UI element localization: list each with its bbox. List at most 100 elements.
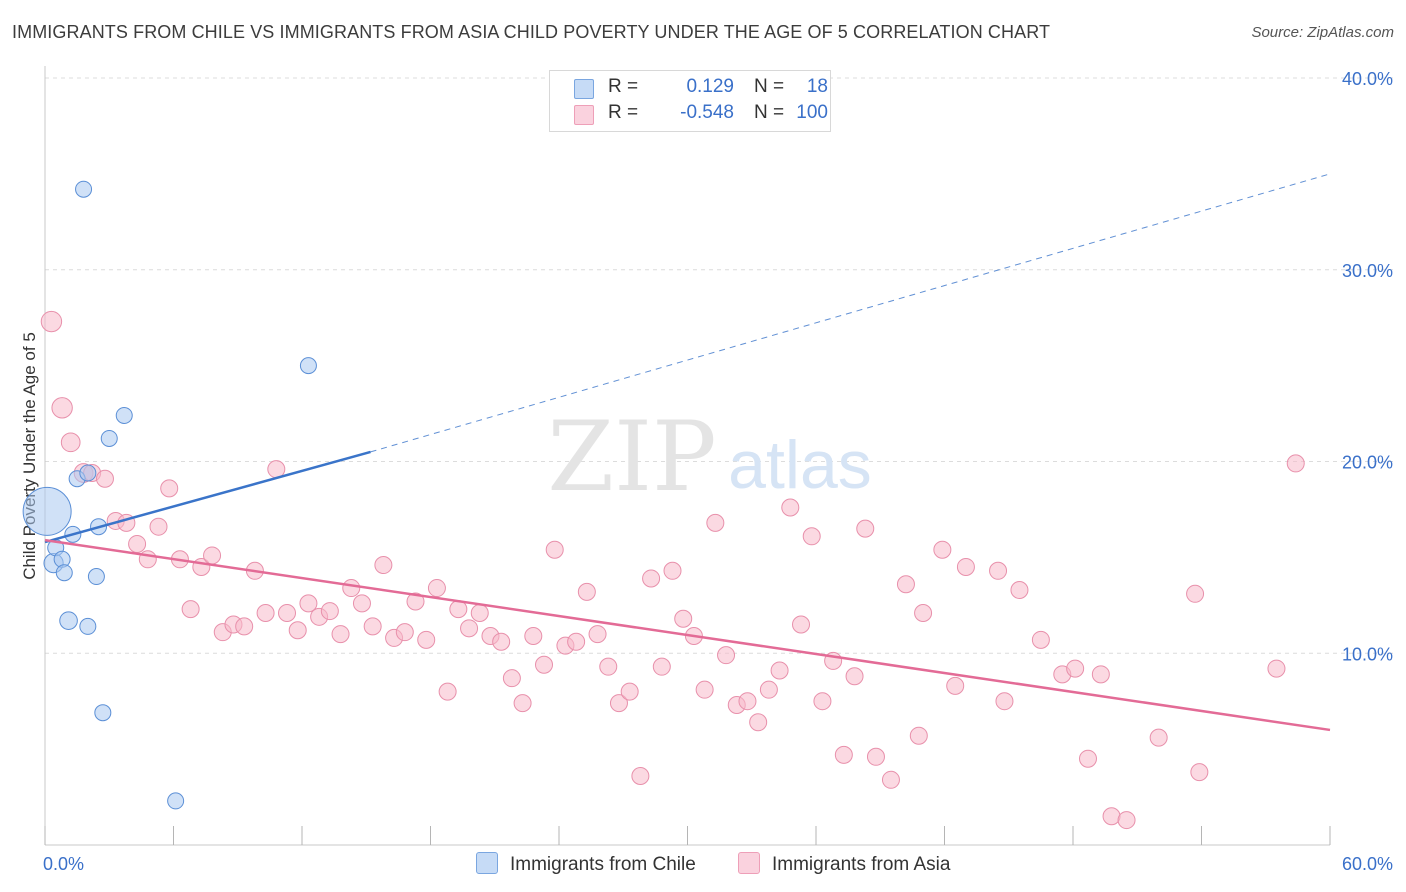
asia-point [363,617,382,636]
asia-point [770,661,789,680]
asia-point [1149,728,1168,747]
legend-r-label: R = [608,76,639,97]
asia-point [288,621,307,640]
asia-point [866,747,885,766]
asia-point [834,745,853,764]
correlation-legend: R = 0.129 N = 18 R = -0.548 N = 100 [549,70,831,132]
asia-point [299,594,318,613]
asia-point [738,692,757,711]
asia-point [374,556,393,575]
asia-point [203,546,222,565]
chile-point [75,180,93,198]
asia-point [663,561,682,580]
asia-point [642,569,661,588]
asia-point [577,582,596,601]
chile-legend-swatch [476,852,498,874]
asia-point [235,617,254,636]
source-label: Source: ZipAtlas.com [1251,24,1394,41]
asia-point [1078,749,1097,768]
asia-point [881,770,900,789]
chile-point [299,357,317,375]
asia-point [631,766,650,785]
asia-point [1186,584,1205,603]
asia-point [914,603,933,622]
asia-point [492,632,511,651]
asia-point [502,669,521,688]
asia-legend-label: Immigrants from Asia [772,854,951,875]
asia-point [160,479,179,498]
chile-point [79,464,97,482]
asia-point [706,513,725,532]
asia-point [781,498,800,517]
asia-point [1091,665,1110,684]
chile-point [100,429,118,447]
asia-point [845,667,864,686]
asia-point [406,592,425,611]
asia-point [567,632,586,651]
x-tick-label: 0.0% [43,854,84,874]
legend-n-label: N = [754,76,785,97]
asia-point [95,469,114,488]
asia-point [524,626,543,645]
asia-point [40,310,63,333]
y-tick-label: 40.0% [1342,69,1393,89]
chile-trend-extension [370,173,1331,453]
asia-point [1031,630,1050,649]
asia-trend-line [44,538,1331,732]
chile-legend-label: Immigrants from Chile [510,854,696,875]
asia-point [620,682,639,701]
asia-point [320,602,339,621]
chile-point [22,486,72,536]
asia-point [149,517,168,536]
asia-point [278,603,297,622]
legend-n-value: 100 [796,102,828,123]
asia-point [956,557,975,576]
asia-point [545,540,564,559]
asia-point [909,726,928,745]
watermark-atlas: atlas [728,427,872,503]
legend-n-value: 18 [806,76,828,97]
asia-legend-swatch [738,852,760,874]
asia-point [674,609,693,628]
asia-point [1066,659,1085,678]
chile-point [59,611,78,630]
asia-points [40,310,1305,830]
watermark-zip: ZIP [547,401,716,513]
asia-point [802,527,821,546]
asia-point [331,625,350,644]
asia-point [352,594,371,613]
asia-point [588,625,607,644]
asia-point [535,655,554,674]
axes [44,66,1331,846]
legend-r-label: R = [608,102,639,123]
asia-point [470,603,489,622]
x-tick-label: 60.0% [1342,854,1393,874]
asia-point [717,646,736,665]
chile-swatch [574,79,594,99]
chile-point [55,564,73,582]
asia-point [395,623,414,642]
asia-point [513,694,532,713]
asia-point [438,682,457,701]
legend-item-asia: Immigrants from Asia [738,852,950,876]
asia-point [749,713,768,732]
chile-point [79,617,97,635]
y-tick-label: 30.0% [1342,261,1393,281]
chart-title: IMMIGRANTS FROM CHILE VS IMMIGRANTS FROM… [12,22,1051,42]
asia-point [1117,811,1136,830]
chile-point [87,568,105,586]
asia-point [759,680,778,699]
asia-point [652,657,671,676]
chile-point [167,792,185,810]
asia-point [856,519,875,538]
asia-swatch [574,105,594,125]
chile-point [115,406,133,424]
chile-trend-line [44,450,371,544]
asia-point [1010,580,1029,599]
legend-r-value: 0.129 [686,76,734,97]
asia-point [1102,807,1121,826]
asia-point [989,561,1008,580]
chile-points [22,180,317,810]
asia-point [1190,763,1209,782]
